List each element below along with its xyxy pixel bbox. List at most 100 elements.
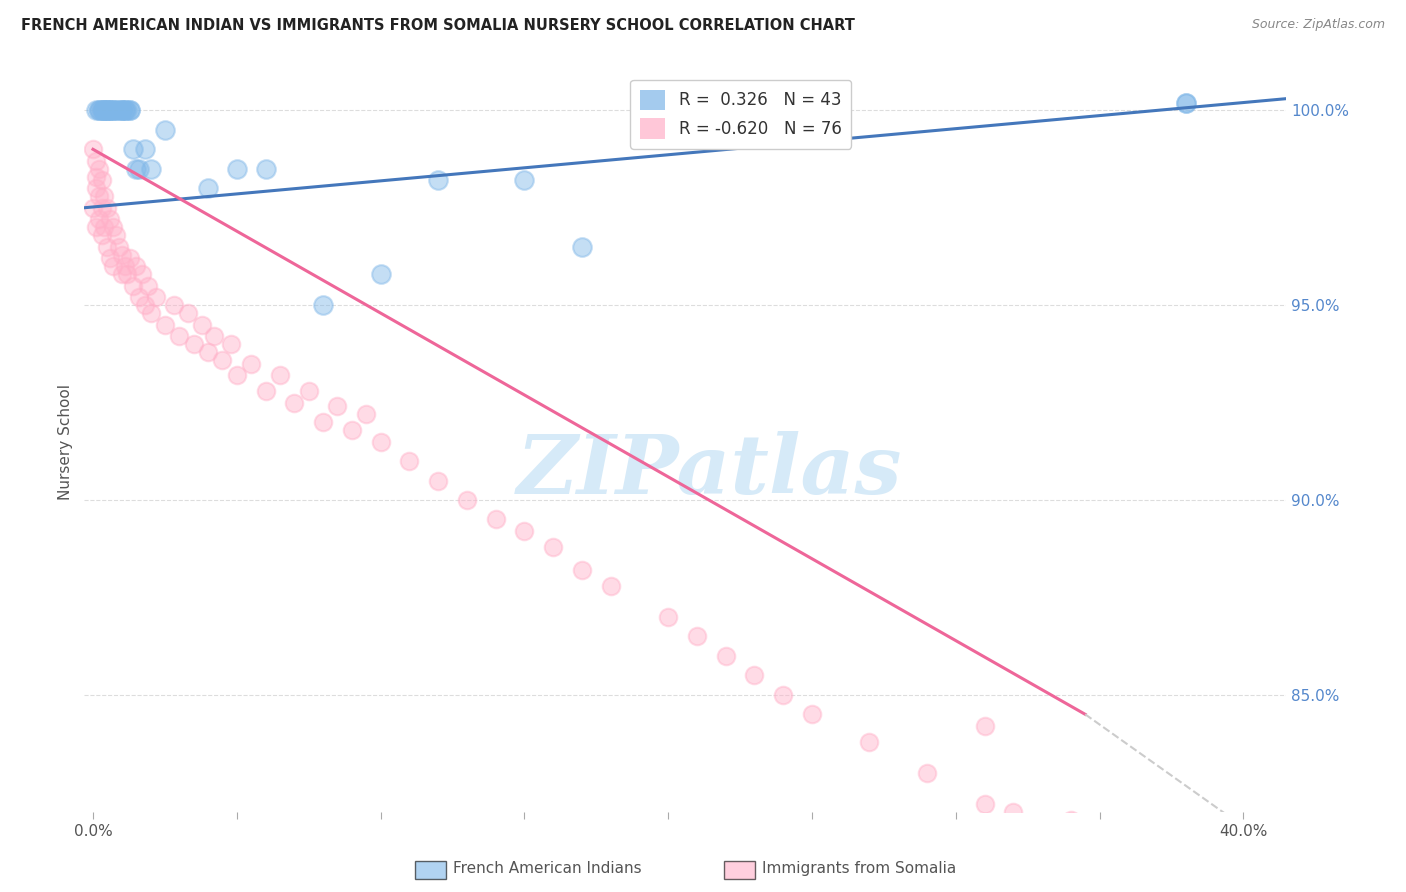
Point: [96, 103, 118, 118]
Point: [169, 329, 191, 343]
Point: [686, 629, 709, 643]
Point: [125, 259, 148, 273]
Point: [114, 103, 136, 118]
Point: [153, 318, 176, 332]
Point: [177, 306, 200, 320]
Text: ZIPatlas: ZIPatlas: [517, 431, 903, 511]
Point: [111, 267, 134, 281]
Point: [139, 161, 162, 176]
Point: [254, 384, 277, 398]
Point: [101, 103, 124, 118]
Point: [87, 189, 110, 203]
Point: [427, 474, 450, 488]
Point: [657, 610, 679, 624]
Point: [145, 290, 167, 304]
Point: [111, 103, 134, 118]
Point: [312, 298, 335, 312]
Point: [513, 173, 536, 187]
Point: [134, 142, 156, 156]
Point: [427, 173, 450, 187]
Point: [744, 668, 766, 682]
Point: [82, 201, 104, 215]
Point: [93, 103, 115, 118]
Point: [131, 267, 153, 281]
Point: [225, 368, 247, 383]
Point: [96, 103, 118, 118]
Point: [211, 352, 233, 367]
Point: [125, 161, 148, 176]
Point: [801, 707, 824, 722]
Point: [128, 290, 150, 304]
Point: [122, 142, 145, 156]
Point: [101, 103, 124, 118]
Point: [571, 563, 593, 577]
Point: [96, 240, 118, 254]
Point: [96, 103, 118, 118]
Point: [90, 227, 112, 242]
Point: [87, 103, 110, 118]
Point: [120, 103, 142, 118]
Point: [858, 734, 880, 748]
Point: [312, 415, 335, 429]
Point: [370, 267, 392, 281]
Point: [197, 345, 219, 359]
Point: [973, 797, 995, 811]
Point: [973, 719, 995, 733]
Point: [191, 318, 214, 332]
Point: [202, 329, 225, 343]
Point: [84, 220, 107, 235]
Point: [571, 240, 593, 254]
Point: [98, 103, 121, 118]
Text: Source: ZipAtlas.com: Source: ZipAtlas.com: [1251, 18, 1385, 31]
Point: [87, 212, 110, 227]
Point: [541, 540, 564, 554]
Point: [197, 181, 219, 195]
Point: [485, 512, 508, 526]
Point: [84, 103, 107, 118]
Point: [219, 337, 242, 351]
Point: [108, 103, 131, 118]
Point: [1002, 805, 1025, 819]
Point: [111, 103, 134, 118]
Point: [101, 259, 124, 273]
Y-axis label: Nursery School: Nursery School: [58, 384, 73, 500]
Point: [114, 259, 136, 273]
Point: [153, 123, 176, 137]
Point: [513, 524, 536, 538]
Point: [87, 161, 110, 176]
Point: [93, 103, 115, 118]
Point: [114, 103, 136, 118]
Point: [162, 298, 184, 312]
Text: French American Indians: French American Indians: [453, 862, 641, 876]
Point: [714, 648, 737, 663]
Point: [111, 247, 134, 261]
Point: [136, 278, 159, 293]
Point: [1174, 95, 1197, 110]
Point: [269, 368, 291, 383]
Point: [1174, 95, 1197, 110]
Point: [456, 493, 478, 508]
Point: [254, 161, 277, 176]
Point: [915, 765, 938, 780]
Legend: R =  0.326   N = 43, R = -0.620   N = 76: R = 0.326 N = 43, R = -0.620 N = 76: [630, 79, 852, 149]
Point: [105, 103, 128, 118]
Point: [340, 423, 363, 437]
Point: [128, 161, 150, 176]
Point: [96, 201, 118, 215]
Point: [354, 407, 377, 421]
Point: [117, 267, 139, 281]
Point: [398, 454, 420, 468]
Point: [108, 240, 131, 254]
Point: [111, 103, 134, 118]
Point: [599, 579, 621, 593]
Point: [240, 357, 263, 371]
Point: [105, 103, 128, 118]
Point: [139, 306, 162, 320]
Point: [98, 103, 121, 118]
Point: [183, 337, 205, 351]
Point: [105, 227, 128, 242]
Point: [326, 400, 349, 414]
Point: [90, 173, 112, 187]
Point: [298, 384, 321, 398]
Point: [283, 395, 305, 409]
